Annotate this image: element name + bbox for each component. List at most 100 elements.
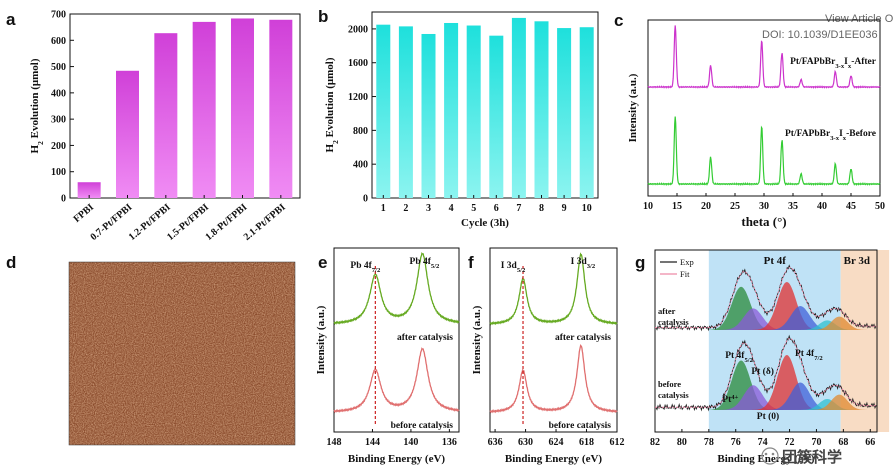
- x-tick-label: 35: [788, 201, 798, 212]
- y-tick-label: 200: [51, 141, 66, 152]
- plot-frame: [489, 247, 618, 433]
- x-tick-label: 40: [817, 201, 827, 212]
- legend: Exp Fit: [660, 257, 694, 279]
- plot-frame: [371, 11, 599, 199]
- x-axis-label: Binding Energy (eV): [505, 453, 603, 465]
- panel-label-b: b: [318, 7, 328, 26]
- fit-curve: [655, 267, 877, 329]
- after-label-1: after: [658, 306, 676, 316]
- fit-component: [765, 382, 836, 410]
- x-tick-label: 15: [672, 201, 682, 212]
- fit-component: [706, 286, 777, 330]
- bar: [154, 33, 178, 199]
- x-tick-label: 1: [381, 203, 386, 214]
- plot-frame: [69, 13, 301, 199]
- after-catalysis-label: after catalysis: [555, 333, 611, 343]
- watermark-line1: View Article O: [825, 13, 894, 25]
- fit-component: [804, 316, 875, 330]
- xps-series-line: [489, 343, 618, 414]
- before-catalysis-label: before catalysis: [391, 421, 454, 431]
- bar: [398, 26, 413, 198]
- y-tick-label: 400: [353, 160, 368, 171]
- x-tick-label: 68: [838, 437, 848, 448]
- legend-label-fit: Fit: [680, 269, 690, 279]
- peak-label-1: I 3d5/2: [501, 261, 526, 274]
- x-axis-label: theta (°): [741, 214, 786, 229]
- bar: [466, 25, 481, 199]
- xps-series-line: [489, 252, 618, 326]
- pt4f72-label: Pt 4f7/2: [795, 349, 823, 362]
- panel-label-c: c: [614, 11, 623, 30]
- y-tick-label: 1600: [348, 58, 368, 69]
- panel-label-f: f: [468, 253, 474, 272]
- bar: [444, 22, 459, 199]
- x-tick-label: 144: [365, 437, 380, 448]
- brand-name: 团簇科学: [782, 448, 842, 466]
- chart-c: 10 15 20 25 30 35 40 45 50 Pt/FAPbBr3-xIx-After Pt…: [627, 19, 885, 229]
- x-tick-label: 4: [449, 203, 454, 214]
- x-tick-label: 612: [610, 437, 625, 448]
- y-tick-label: 0: [61, 194, 66, 205]
- fit-component: [718, 385, 789, 410]
- y-axis-label: Intensity (a.u.): [315, 305, 327, 374]
- panel-label-a: a: [6, 10, 16, 29]
- legend-label-exp: Exp: [680, 257, 694, 267]
- bar: [511, 17, 526, 198]
- xps-series-line: [333, 252, 460, 326]
- pt0-label: Pt (0): [757, 411, 779, 422]
- chart-e: 148 144 140 136 Pb 4f7/2 Pb 4f5/2 after cataly…: [315, 247, 460, 465]
- series-label-before: Pt/FAPbBr3-xIx-Before: [785, 129, 876, 142]
- bar: [192, 21, 216, 199]
- fit-component: [792, 399, 863, 410]
- peak-label-1: Pb 4f7/2: [350, 261, 381, 274]
- x-tick-label: 70: [811, 437, 821, 448]
- bar: [269, 19, 293, 199]
- plot-frame: [654, 249, 878, 433]
- x-tick-label: 20: [701, 201, 711, 212]
- x-tick-label: 7: [516, 203, 521, 214]
- region-label-br3d: Br 3d: [844, 255, 870, 267]
- xrd-series-line: [647, 116, 881, 187]
- before-label-2: catalysis: [658, 390, 689, 400]
- y-axis-label: H2 Evolution (μmol): [324, 57, 340, 152]
- x-tick-label: 78: [704, 437, 714, 448]
- microscopy-image: [68, 261, 296, 446]
- after-label-2: catalysis: [658, 317, 689, 327]
- x-tick-label: FPBI: [72, 202, 97, 225]
- bar: [489, 35, 504, 198]
- y-tick-label: 500: [51, 62, 66, 73]
- chart-a: 0100200300400500600700FPBI0.7-Pt/FPBI1.2…: [29, 10, 301, 243]
- x-tick-label: 8: [539, 203, 544, 214]
- y-tick-label: 100: [51, 167, 66, 178]
- x-tick-label: 6: [494, 203, 499, 214]
- x-tick-label: 30: [759, 201, 769, 212]
- x-tick-label: 10: [582, 203, 592, 214]
- wechat-icon: [761, 447, 779, 465]
- y-tick-label: 300: [51, 115, 66, 126]
- x-tick-label: 72: [785, 437, 795, 448]
- pt4plus-label: Pt4+: [722, 394, 738, 406]
- bar: [579, 27, 594, 198]
- fit-curve: [655, 338, 877, 408]
- x-tick-label: 10: [643, 201, 653, 212]
- bar: [77, 182, 101, 198]
- x-tick-label: 136: [442, 437, 457, 448]
- panel-label-g: g: [635, 253, 645, 272]
- x-tick-label: 2.1-Pt/FPBI: [242, 202, 288, 243]
- region-label-pt4f: Pt 4f: [764, 255, 787, 267]
- x-tick-label: 82: [650, 437, 660, 448]
- fit-component: [751, 355, 822, 410]
- x-tick-label: 140: [403, 437, 418, 448]
- pt-delta-label: Pt (δ): [751, 366, 774, 377]
- br3d-region: [840, 250, 890, 432]
- y-tick-label: 2000: [348, 24, 368, 35]
- fit-component: [765, 306, 836, 330]
- x-tick-label: 624: [549, 437, 564, 448]
- fit-component: [706, 360, 777, 410]
- watermark-line2: DOI: 10.1039/D1EE036: [762, 29, 878, 41]
- y-axis-label: Intensity (a.u.): [471, 305, 483, 374]
- x-tick-label: 5: [471, 203, 476, 214]
- y-tick-label: 0: [363, 194, 368, 205]
- chart-f: 636 630 624 618 612 I 3d5/2 I 3d3/2 after catal…: [471, 247, 625, 465]
